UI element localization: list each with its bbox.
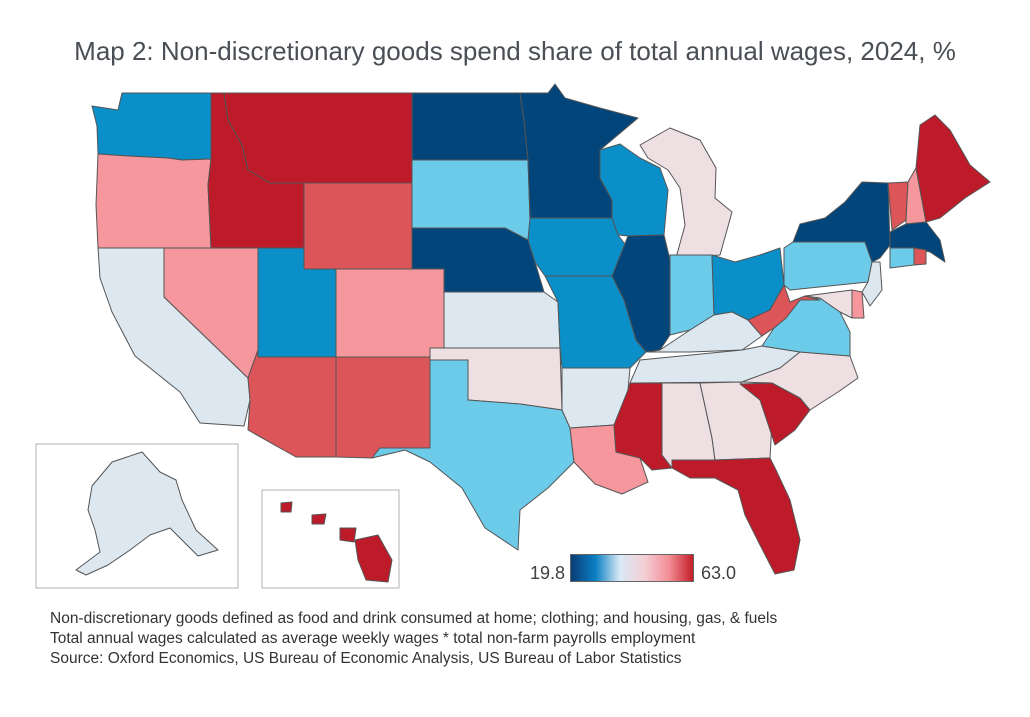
- state-WY: [303, 182, 413, 270]
- state-CO: [335, 268, 445, 358]
- state-KY: [647, 311, 763, 353]
- alaska-inset-frame: [35, 443, 239, 589]
- state-DE: [851, 289, 865, 319]
- map-title: Map 2: Non-discretionary goods spend sha…: [74, 36, 956, 66]
- legend-min-label: 19.8: [530, 563, 566, 583]
- state-KS: [443, 291, 561, 349]
- state-HI-group: [280, 501, 393, 583]
- footnotes: Non-discretionary goods defined as food …: [50, 609, 777, 669]
- footnote-calculation: Total annual wages calculated as average…: [50, 630, 696, 647]
- state-NC: [741, 351, 859, 411]
- state-HI-kauai: [280, 501, 293, 513]
- state-AZ: [247, 349, 337, 458]
- state-ME: [915, 114, 991, 223]
- hawaii-inset-frame: [261, 489, 400, 589]
- state-HI: [354, 534, 393, 583]
- state-HI-maui: [339, 527, 357, 543]
- state-FL: [671, 457, 801, 575]
- state-IA: [527, 217, 629, 277]
- state-RI: [913, 247, 927, 266]
- state-AK: [75, 451, 219, 576]
- state-MT: [223, 92, 413, 184]
- state-PA: [783, 241, 873, 291]
- state-MI: [639, 127, 733, 259]
- state-ND: [411, 92, 529, 161]
- state-TX: [371, 359, 575, 551]
- footnote-source: Source: Oxford Economics, US Bureau of E…: [50, 650, 682, 667]
- state-HI-oahu: [311, 513, 327, 525]
- state-OR: [95, 153, 212, 249]
- footnote-definition: Non-discretionary goods defined as food …: [50, 610, 778, 627]
- state-NM: [335, 356, 431, 459]
- state-WV: [747, 284, 821, 337]
- legend-max-label: 63.0: [701, 563, 737, 583]
- state-CT: [889, 247, 915, 269]
- state-MD: [804, 289, 853, 319]
- state-VT: [887, 181, 909, 231]
- state-NJ: [861, 261, 883, 307]
- color-scale-bar: [570, 554, 694, 582]
- state-WA: [91, 92, 212, 161]
